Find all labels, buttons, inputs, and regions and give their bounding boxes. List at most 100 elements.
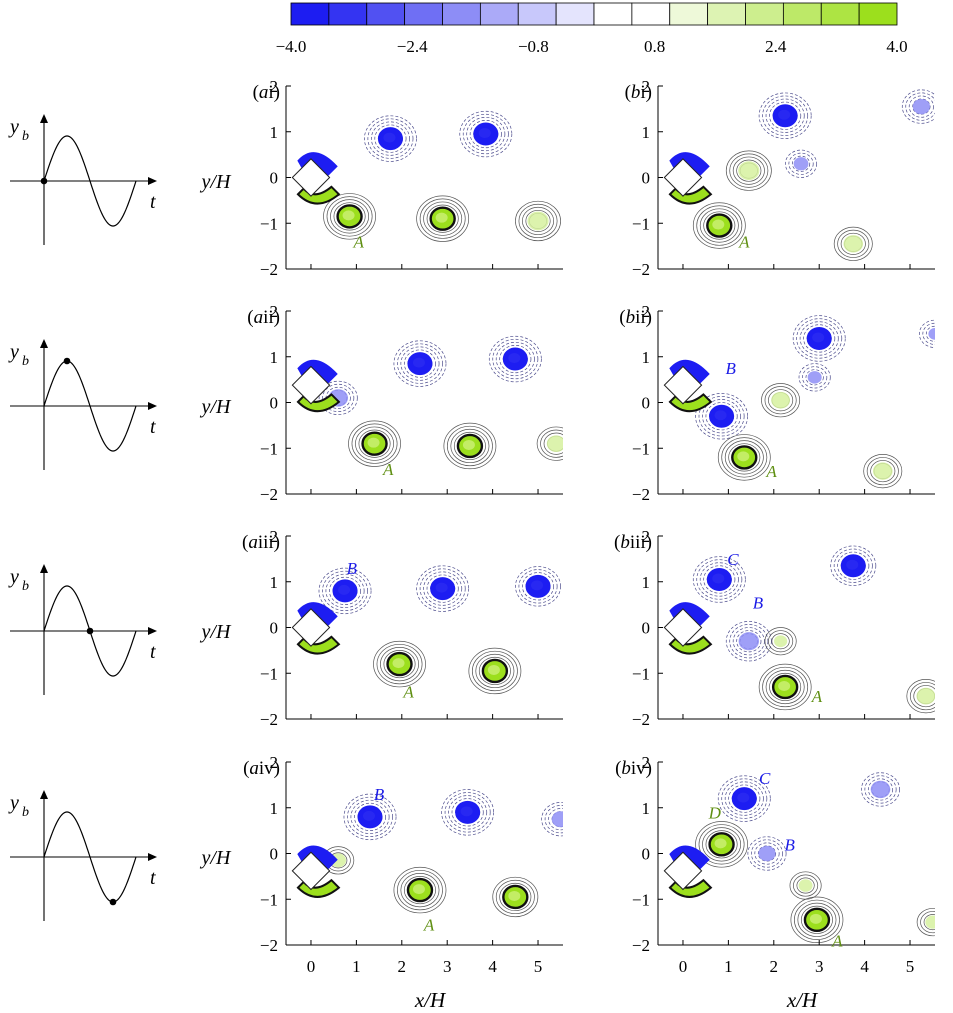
vortex-contour-line [515,566,561,607]
vortex-contour-line [403,876,436,905]
panel-label-roman: iii) [258,532,280,553]
colorbar-swatch [631,2,671,26]
vortex-contour-line [400,346,440,381]
negative-vortex [901,89,935,124]
vortex-contour-line [837,229,870,258]
vortex-contour-line [393,866,447,914]
vortex-contour-line [699,208,739,243]
vortex-contour-line [444,792,491,833]
phase-ylabel: y [8,341,19,363]
vortex-core-highlight [338,584,351,595]
y-axis-label: y/H [200,621,232,643]
y-tick-label: 2 [642,527,651,546]
panel-label-open: ( [253,82,259,103]
vortex-core-highlight [435,582,448,593]
panel-label-open: ( [615,758,621,779]
phase-ylabel-subscript: b [22,354,29,369]
panel-label: (biii) [614,532,652,553]
negative-vortex [318,567,372,615]
vortex-contour-line [469,119,502,149]
y-axis-label: y/H [200,171,232,193]
colorbar-swatch [366,2,406,26]
panel-label-roman: iv) [631,758,652,779]
vortex-contour-line [330,199,370,234]
vortex-contour-line [536,426,563,461]
vortex-core [738,161,760,181]
vortex-contour-line [695,393,748,440]
phase-ylabel-subscript: b [22,805,29,820]
phase-plots: y bty bty bty bt [8,114,157,921]
vortex-core [928,327,935,340]
panel-label-roman: i) [268,82,280,103]
phase-t-arrowhead [148,402,157,410]
vortex-core-highlight [462,439,475,450]
vortex-core [843,235,864,253]
vortex-core [872,462,893,480]
vortex-contour-line [393,340,447,387]
phase-t-arrowhead [148,627,157,635]
vortex-contour-line [762,666,809,708]
vortex-contour-line [728,443,761,472]
x-tick-label: 2 [398,957,407,976]
negative-vortex [747,836,787,871]
vortex-contour-line [729,624,769,659]
y-tick-label: 2 [642,302,651,321]
vortex-contour-line [426,574,459,603]
phase-xlabel: t [150,641,156,663]
vortex-contour-line [863,454,903,489]
colorbar-swatch [555,2,595,26]
vortex-contour-line [758,92,812,139]
positive-vortex [790,896,844,944]
positive-vortex [906,679,935,714]
vortex-core-highlight [435,212,448,223]
bluff-body [663,608,703,647]
vortex-annotation-A: A [402,683,414,702]
vortex-contour-line [367,118,414,159]
vortex-contour-line [318,380,358,416]
phase-plot-iii: y b t [8,564,157,695]
vortex-annotation-B: B [374,785,385,804]
phase-y-arrowhead [40,114,48,123]
vortex-contour-line [515,200,561,242]
x-tick-label: 3 [443,957,452,976]
y-tick-label: −1 [260,890,278,909]
y-tick-label: 1 [270,123,279,142]
colorbar-tick-label: −0.8 [518,37,549,56]
positive-vortex [536,426,563,461]
negative-vortex [792,315,846,362]
y-tick-label: −1 [632,439,650,458]
vortex-contour-line [543,432,563,455]
y-tick-label: 1 [270,799,279,818]
y-axis-label: y/H [200,847,232,869]
vortex-contour-line [913,685,935,708]
vortex-contour-line [922,322,935,345]
vortex-core-highlight [412,357,425,368]
contour-panels: −2−1012(ai)Ay/H−2−1012(bi)A−2−1012(aii)A… [200,77,935,1012]
vortex-contour-line [446,425,493,467]
panel-label-roman: iv) [259,758,280,779]
vortex-contour-line [522,206,555,236]
phase-t-arrowhead [148,853,157,861]
vortex-contour-line [696,559,743,600]
colorbar-swatch [782,2,822,26]
y-tick-label: 0 [642,619,651,638]
vortex-annotation-A: A [831,931,843,950]
vortex-contour-line [754,842,780,865]
phase-xlabel: t [150,416,156,438]
vortex-contour-line [764,627,797,656]
y-tick-label: 0 [642,169,651,188]
panel-label-letter: b [626,307,636,328]
positive-vortex [393,866,447,914]
vortex-core-highlight [367,437,380,448]
vortex-contour-line [318,567,372,615]
colorbar: −4.0 −2.4 −0.8 0.8 2.4 4.0 [276,2,908,56]
negative-vortex [919,319,935,348]
y-tick-label: −2 [632,936,650,955]
vortex-core-highlight [714,410,727,421]
negative-vortex [416,565,470,612]
panel-label-letter: b [621,758,631,779]
panel-plot-area [663,545,935,714]
vortex-core-highlight [508,890,521,901]
vortex-contour-line [347,796,393,838]
